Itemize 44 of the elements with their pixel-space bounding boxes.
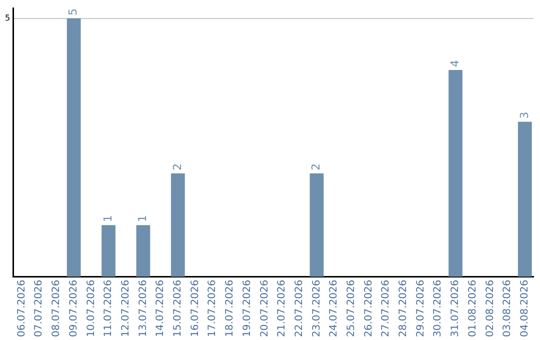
x-tick-label: 11.07.2026: [103, 280, 114, 338]
x-tick-label: 16.07.2026: [190, 280, 201, 338]
data-label: 2: [170, 163, 184, 170]
data-label: 1: [136, 215, 150, 222]
x-tick-label: 08.07.2026: [51, 280, 62, 338]
x-tick-label: 26.07.2026: [363, 280, 374, 338]
x-tick-label: 02.08.2026: [484, 280, 496, 338]
x-tick-label: 30.07.2026: [432, 280, 444, 338]
x-tick-label: 27.07.2026: [380, 280, 392, 338]
bar: [448, 70, 462, 277]
data-label: 4: [448, 60, 462, 68]
x-tick-label: 22.07.2026: [294, 280, 305, 338]
x-tick-label: 01.08.2026: [467, 280, 478, 338]
x-tick-label: 15.07.2026: [172, 280, 184, 338]
x-tick-label: 14.07.2026: [155, 280, 166, 338]
x-tick-label: 13.07.2026: [138, 280, 149, 338]
x-tick-label: 17.07.2026: [207, 280, 218, 338]
x-tick-label: 03.08.2026: [502, 280, 514, 338]
bar: [102, 225, 116, 277]
x-tick-label: 09.07.2026: [68, 280, 80, 338]
x-tick-label: 18.07.2026: [224, 280, 236, 338]
x-tick-label: 23.07.2026: [311, 280, 322, 338]
x-tick-label: 10.07.2026: [86, 280, 97, 338]
bar: [170, 173, 185, 277]
bar: [518, 122, 532, 277]
x-tick-label: 04.08.2026: [519, 280, 530, 338]
x-tick-label: 21.07.2026: [276, 280, 288, 338]
x-tick-label: 28.07.2026: [398, 280, 410, 338]
x-tick-label: 07.07.2026: [34, 280, 45, 338]
bar: [66, 18, 81, 277]
data-label: 1: [101, 215, 114, 222]
x-tick-label: 29.07.2026: [415, 280, 426, 338]
data-label: 2: [310, 163, 323, 170]
x-tick-label: 12.07.2026: [120, 280, 132, 338]
x-tick-label: 31.07.2026: [450, 280, 462, 338]
x-tick-label: 06.07.2026: [16, 280, 28, 338]
x-tick-label: 20.07.2026: [259, 280, 270, 338]
x-tick-label: 19.07.2026: [242, 280, 253, 338]
x-tick-label: 24.07.2026: [328, 280, 340, 338]
x-tick-label: 25.07.2026: [346, 280, 357, 338]
bar: [310, 173, 324, 277]
data-label: 5: [66, 8, 80, 16]
data-label: 3: [518, 112, 531, 119]
bar: [136, 225, 150, 277]
